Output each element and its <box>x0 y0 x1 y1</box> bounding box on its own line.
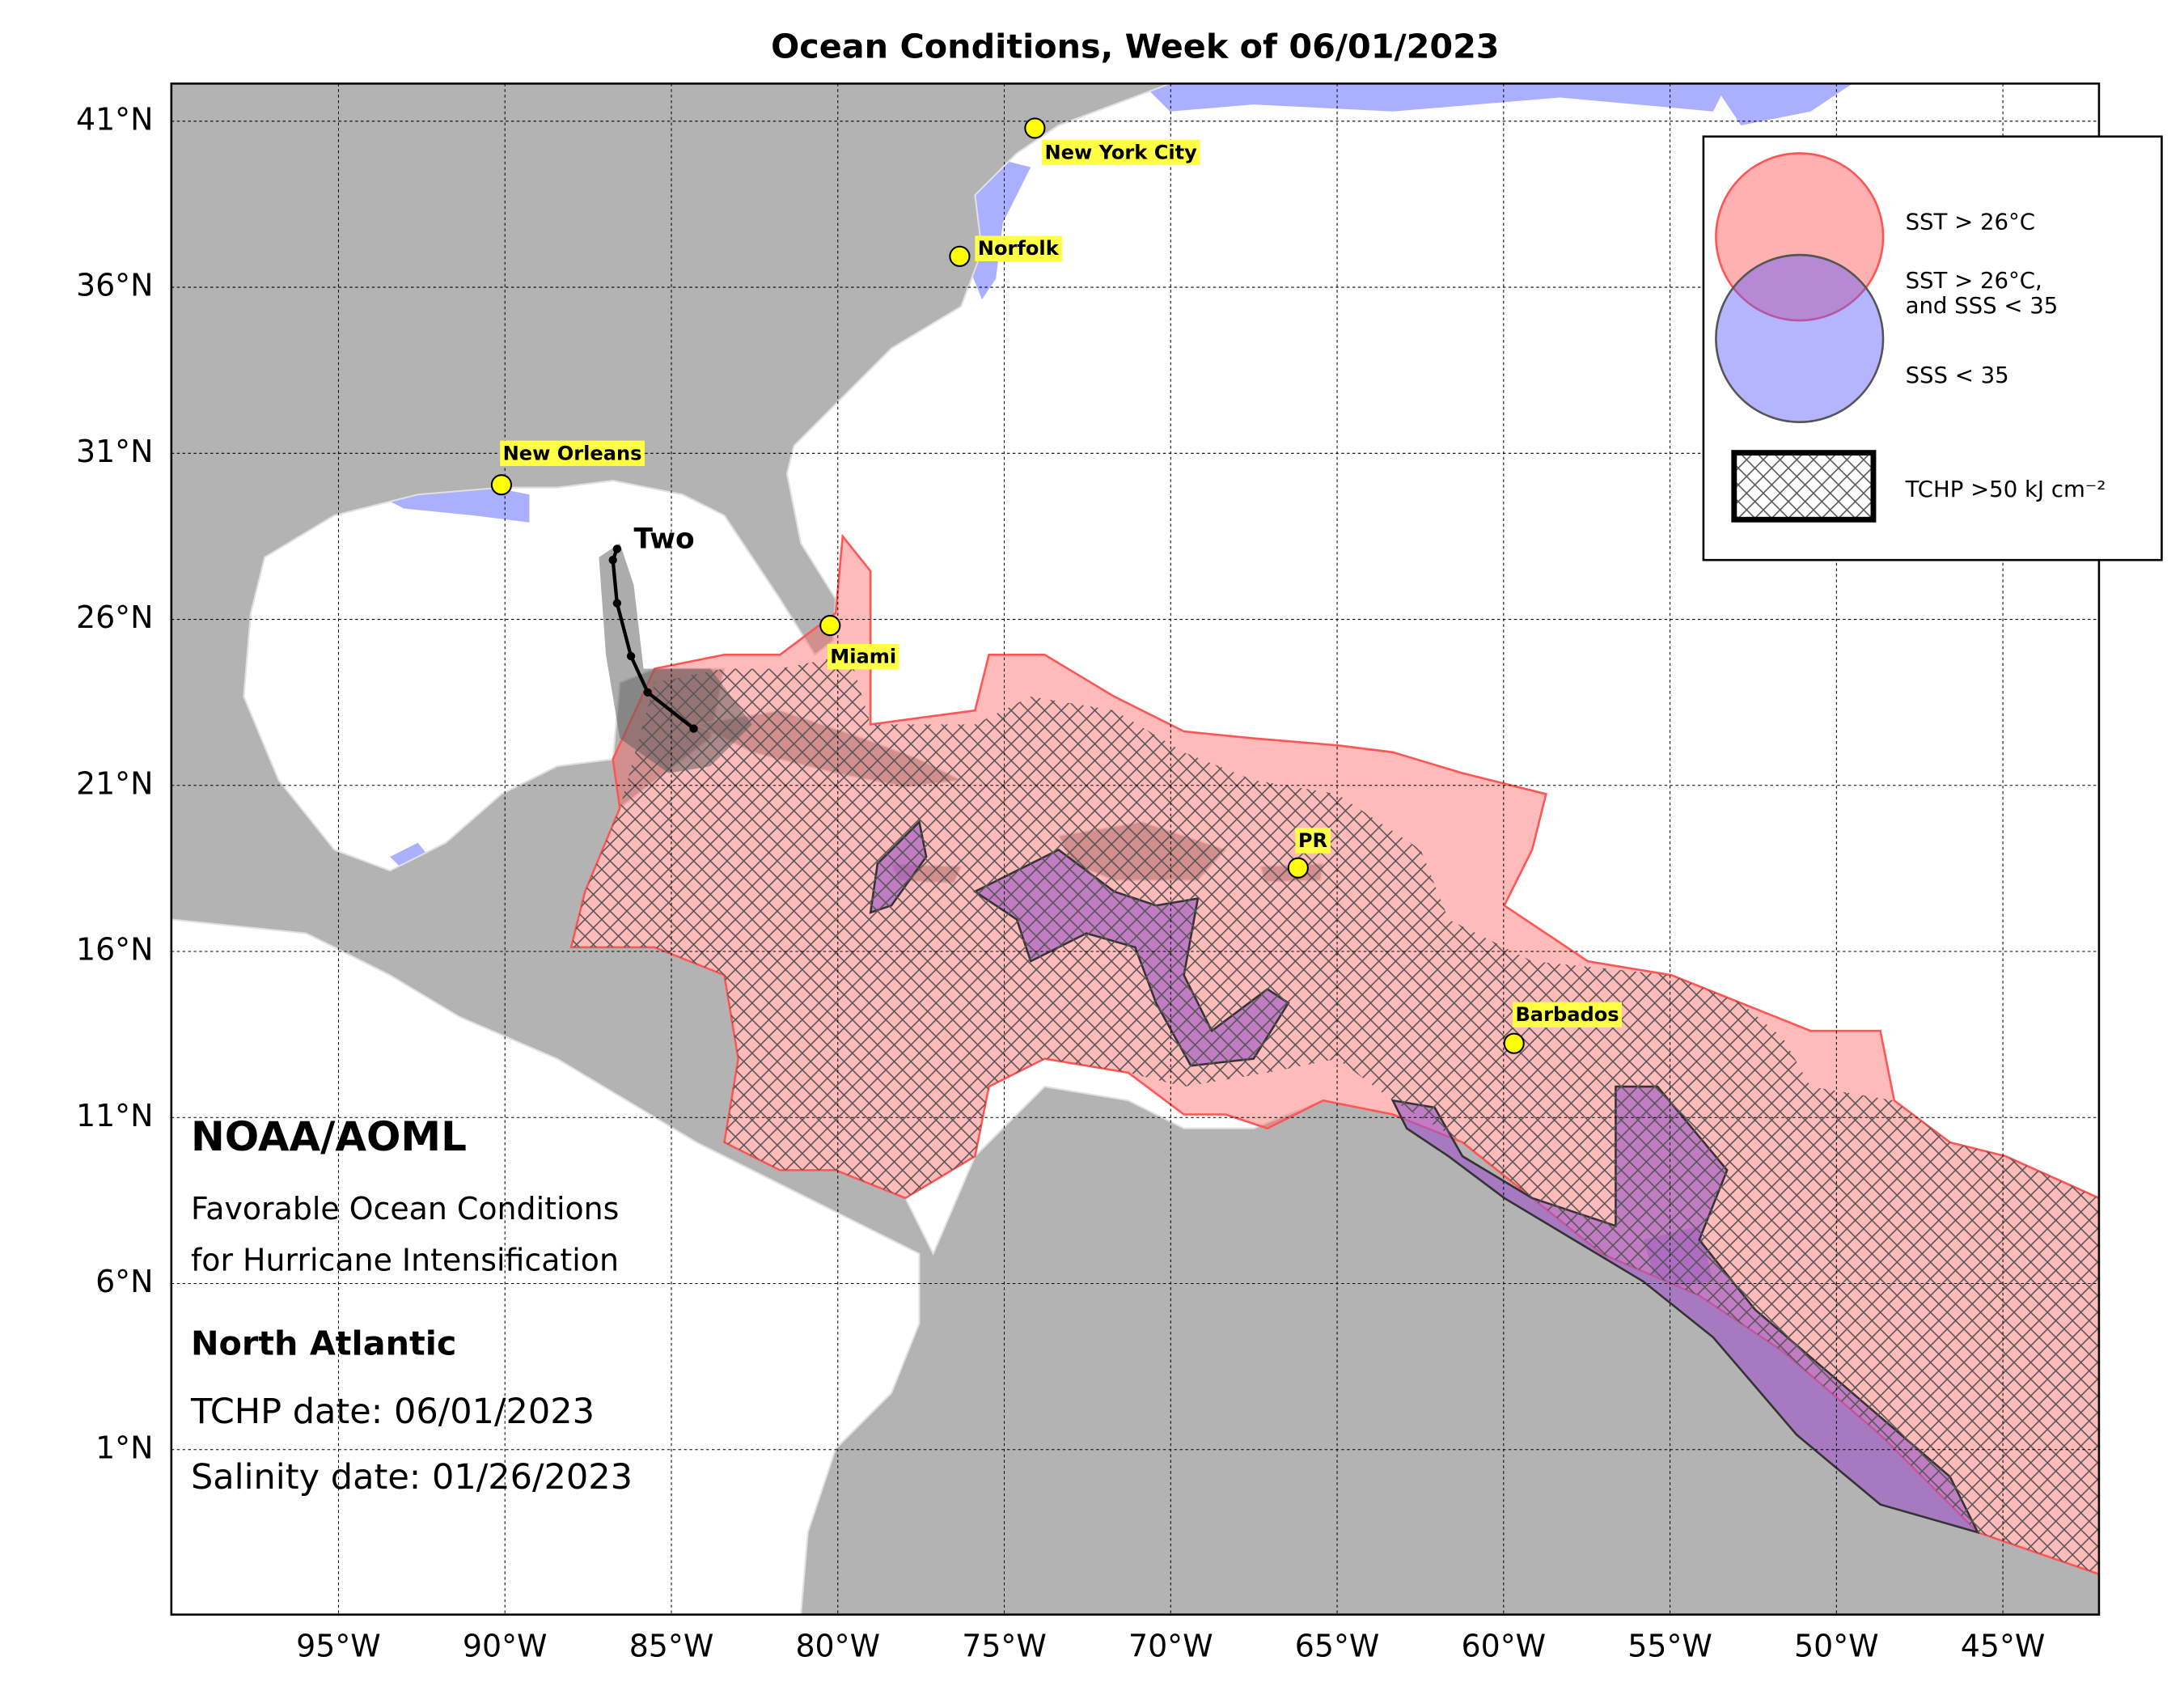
description-line: for Hurricane Intensification <box>191 1243 619 1278</box>
tchp-area <box>571 655 2099 1574</box>
lon-label: 85°W <box>629 1628 714 1663</box>
city-label: Barbados <box>1515 1003 1619 1026</box>
grid <box>171 83 2099 1615</box>
city-marker <box>819 615 841 637</box>
city-label-bg <box>1295 828 1331 854</box>
lon-label: 65°W <box>1295 1628 1380 1663</box>
frame <box>170 83 2101 1616</box>
legend-sst <box>1715 152 1885 322</box>
lat-label: 36°N <box>76 268 153 303</box>
lon-label: 80°W <box>795 1628 880 1663</box>
city-marker <box>1287 857 1309 879</box>
lat-label: 21°N <box>76 765 153 801</box>
lat-label: 26°N <box>76 600 153 635</box>
city-label: New York City <box>1044 141 1197 163</box>
city-label-bg <box>975 235 1063 261</box>
lon-label: 60°W <box>1462 1628 1547 1663</box>
city-label-bg <box>500 440 645 467</box>
lat-label: 41°N <box>76 101 153 137</box>
salinity-date: Salinity date: 01/26/2023 <box>191 1457 633 1498</box>
city-marker <box>949 245 971 267</box>
lon-label: 75°W <box>962 1628 1047 1663</box>
lat-label: 1°N <box>95 1430 153 1465</box>
lat-label: 11°N <box>76 1098 153 1133</box>
cities: New York City Norfolk New Orleans Miami PR Ba… <box>490 117 1623 1054</box>
lat-label: 16°N <box>76 932 153 968</box>
city-label: Norfolk <box>978 237 1060 260</box>
agency: NOAA/AOML <box>191 1113 467 1160</box>
legend-label: SST > 26°C, <box>1906 268 2042 294</box>
city-marker <box>1503 1032 1525 1054</box>
lon-label: 95°W <box>296 1628 381 1663</box>
storm-label: Two <box>634 523 695 556</box>
legend: SST > 26°C SST > 26°C, and SSS < 35 SSS … <box>1702 135 2163 561</box>
description-line: Favorable Ocean Conditions <box>191 1191 619 1227</box>
city-label: Miami <box>830 646 896 668</box>
tchp-date: TCHP date: 06/01/2023 <box>190 1392 595 1432</box>
city-label-bg <box>1042 139 1200 166</box>
legend-label: TCHP >50 kJ cm⁻² <box>1905 477 2106 502</box>
lat-label: 31°N <box>76 434 153 469</box>
city-label: New Orleans <box>503 442 642 464</box>
city-marker <box>1024 117 1046 139</box>
lon-label: 70°W <box>1128 1628 1213 1663</box>
basin: North Atlantic <box>191 1324 456 1362</box>
legend-label: SST > 26°C <box>1906 210 2035 235</box>
legend-sss <box>1715 253 1885 424</box>
legend-tchp <box>1731 450 1877 523</box>
lon-label: 50°W <box>1794 1628 1879 1663</box>
lon-label: 55°W <box>1627 1628 1712 1663</box>
city-marker <box>490 474 513 496</box>
tick-labels: 41°N 36°N 31°N 26°N 21°N 16°N 11°N 6°N 1°N 95°W 90… <box>76 101 2045 1663</box>
city-label: PR <box>1298 829 1328 852</box>
lat-label: 6°N <box>95 1264 153 1299</box>
city-label-bg <box>827 644 899 670</box>
lon-label: 45°W <box>1961 1628 2046 1663</box>
legend-label: SSS < 35 <box>1906 362 2009 388</box>
storm-cone <box>599 543 752 773</box>
city-label-bg <box>1513 1002 1623 1027</box>
info: NOAA/AOML Favorable Ocean Conditions for… <box>190 1113 633 1498</box>
title: Ocean Conditions, Week of 06/01/2023 <box>771 27 1499 66</box>
legend-label: and SSS < 35 <box>1906 293 2059 319</box>
storm-points <box>608 544 698 733</box>
lon-label: 90°W <box>463 1628 548 1663</box>
